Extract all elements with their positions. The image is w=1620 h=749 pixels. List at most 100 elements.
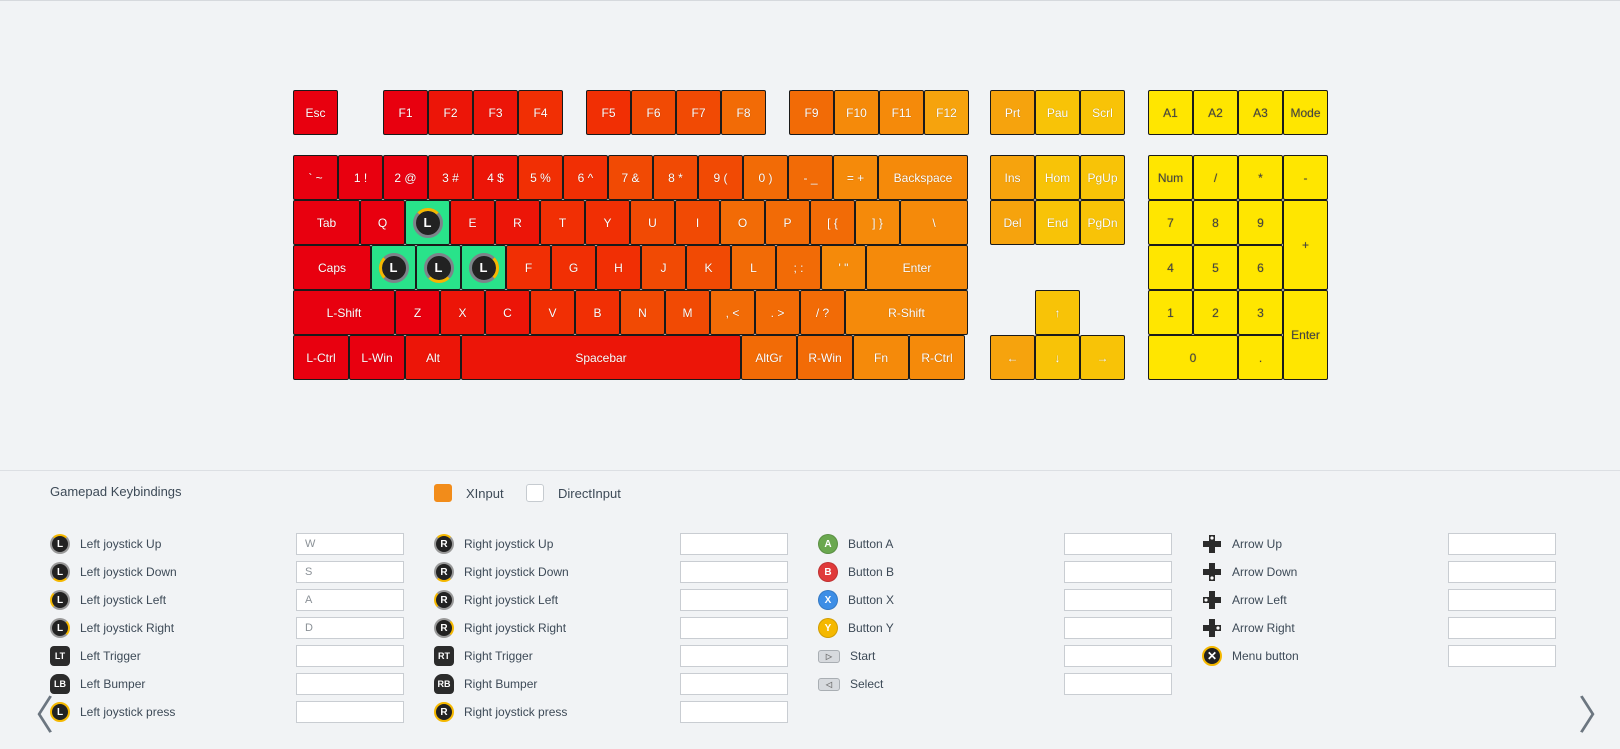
key-f1[interactable]: F1 bbox=[383, 90, 428, 135]
key-r[interactable]: R bbox=[495, 200, 540, 245]
key-pgup[interactable]: PgUp bbox=[1080, 155, 1125, 200]
key-pau[interactable]: Pau bbox=[1035, 90, 1080, 135]
key-ins[interactable]: Ins bbox=[990, 155, 1035, 200]
key-g[interactable]: G bbox=[551, 245, 596, 290]
key-m[interactable]: M bbox=[665, 290, 710, 335]
key-[interactable]: / bbox=[1193, 155, 1238, 200]
dpad-right-binding-field[interactable] bbox=[1448, 617, 1556, 639]
key-r-shift[interactable]: R-Shift bbox=[845, 290, 968, 335]
key-f10[interactable]: F10 bbox=[834, 90, 879, 135]
right-trigger-binding-field[interactable] bbox=[680, 645, 788, 667]
key-u[interactable]: U bbox=[630, 200, 675, 245]
key-f9[interactable]: F9 bbox=[789, 90, 834, 135]
key-3[interactable]: 3 bbox=[1238, 290, 1283, 335]
key-n[interactable]: N bbox=[620, 290, 665, 335]
key-[interactable]: . bbox=[1238, 335, 1283, 380]
key-f2[interactable]: F2 bbox=[428, 90, 473, 135]
key-5[interactable]: 5 % bbox=[518, 155, 563, 200]
button-y-binding-field[interactable] bbox=[1064, 617, 1172, 639]
key-[interactable]: ] } bbox=[855, 200, 900, 245]
key-[interactable]: - bbox=[1283, 155, 1328, 200]
key-5[interactable]: 5 bbox=[1193, 245, 1238, 290]
xinput-option[interactable]: XInput bbox=[434, 484, 504, 502]
start-binding-field[interactable] bbox=[1064, 645, 1172, 667]
key-a2[interactable]: A2 bbox=[1193, 90, 1238, 135]
key-[interactable]: / ? bbox=[800, 290, 845, 335]
select-binding-field[interactable] bbox=[1064, 673, 1172, 695]
key-9[interactable]: 9 ( bbox=[698, 155, 743, 200]
key-f11[interactable]: F11 bbox=[879, 90, 924, 135]
key-[interactable]: \ bbox=[900, 200, 968, 245]
key-f4[interactable]: F4 bbox=[518, 90, 563, 135]
key-[interactable]: ; : bbox=[776, 245, 821, 290]
key-hom[interactable]: Hom bbox=[1035, 155, 1080, 200]
key-[interactable]: [ { bbox=[810, 200, 855, 245]
right-stick-press-binding-field[interactable] bbox=[680, 701, 788, 723]
key-7[interactable]: 7 & bbox=[608, 155, 653, 200]
button-a-binding-field[interactable] bbox=[1064, 533, 1172, 555]
key-esc[interactable]: Esc bbox=[293, 90, 338, 135]
key-del[interactable]: Del bbox=[990, 200, 1035, 245]
key-b[interactable]: B bbox=[575, 290, 620, 335]
key-8[interactable]: 8 bbox=[1193, 200, 1238, 245]
key-l[interactable]: L bbox=[731, 245, 776, 290]
key-4[interactable]: 4 $ bbox=[473, 155, 518, 200]
directinput-option[interactable]: DirectInput bbox=[526, 484, 621, 502]
key-f5[interactable]: F5 bbox=[586, 90, 631, 135]
dpad-down-binding-field[interactable] bbox=[1448, 561, 1556, 583]
key-8[interactable]: 8 * bbox=[653, 155, 698, 200]
key-f[interactable]: F bbox=[506, 245, 551, 290]
key-j[interactable]: J bbox=[641, 245, 686, 290]
key-e[interactable]: E bbox=[450, 200, 495, 245]
key-l-win[interactable]: L-Win bbox=[349, 335, 405, 380]
key-[interactable]: + bbox=[1283, 200, 1328, 290]
key-6[interactable]: 6 ^ bbox=[563, 155, 608, 200]
key-o[interactable]: O bbox=[720, 200, 765, 245]
key-mode[interactable]: Mode bbox=[1283, 90, 1328, 135]
left-stick-up-binding-field[interactable]: W bbox=[296, 533, 404, 555]
key-pgdn[interactable]: PgDn bbox=[1080, 200, 1125, 245]
key-q[interactable]: Q bbox=[360, 200, 405, 245]
key-d-joystick-right[interactable]: L bbox=[461, 245, 506, 290]
key-v[interactable]: V bbox=[530, 290, 575, 335]
right-stick-right-binding-field[interactable] bbox=[680, 617, 788, 639]
next-page-button[interactable]: 〉 bbox=[1578, 693, 1618, 739]
key-f12[interactable]: F12 bbox=[924, 90, 969, 135]
key-altgr[interactable]: AltGr bbox=[741, 335, 797, 380]
key-1[interactable]: 1 ! bbox=[338, 155, 383, 200]
dpad-up-binding-field[interactable] bbox=[1448, 533, 1556, 555]
key-4[interactable]: 4 bbox=[1148, 245, 1193, 290]
key-num[interactable]: Num bbox=[1148, 155, 1193, 200]
key-9[interactable]: 9 bbox=[1238, 200, 1283, 245]
key-[interactable]: ` ~ bbox=[293, 155, 338, 200]
left-bumper-binding-field[interactable] bbox=[296, 673, 404, 695]
left-stick-down-binding-field[interactable]: S bbox=[296, 561, 404, 583]
key-[interactable]: , < bbox=[710, 290, 755, 335]
directinput-checkbox[interactable] bbox=[526, 484, 544, 502]
key-[interactable]: - _ bbox=[788, 155, 833, 200]
key-alt[interactable]: Alt bbox=[405, 335, 461, 380]
key-spacebar[interactable]: Spacebar bbox=[461, 335, 741, 380]
key-[interactable]: → bbox=[1080, 335, 1125, 380]
key-enter[interactable]: Enter bbox=[1283, 290, 1328, 380]
key-2[interactable]: 2 @ bbox=[383, 155, 428, 200]
key-[interactable]: = + bbox=[833, 155, 878, 200]
key-backspace[interactable]: Backspace bbox=[878, 155, 968, 200]
key-i[interactable]: I bbox=[675, 200, 720, 245]
key-f7[interactable]: F7 bbox=[676, 90, 721, 135]
button-b-binding-field[interactable] bbox=[1064, 561, 1172, 583]
key-[interactable]: ↑ bbox=[1035, 290, 1080, 335]
key-[interactable]: . > bbox=[755, 290, 800, 335]
key-0[interactable]: 0 ) bbox=[743, 155, 788, 200]
key-w-joystick-up[interactable]: L bbox=[405, 200, 450, 245]
dpad-left-binding-field[interactable] bbox=[1448, 589, 1556, 611]
key-prt[interactable]: Prt bbox=[990, 90, 1035, 135]
key-f8[interactable]: F8 bbox=[721, 90, 766, 135]
key-[interactable]: ← bbox=[990, 335, 1035, 380]
key-[interactable]: ' " bbox=[821, 245, 866, 290]
key-s-joystick-down[interactable]: L bbox=[416, 245, 461, 290]
key-c[interactable]: C bbox=[485, 290, 530, 335]
right-stick-up-binding-field[interactable] bbox=[680, 533, 788, 555]
key-k[interactable]: K bbox=[686, 245, 731, 290]
key-[interactable]: * bbox=[1238, 155, 1283, 200]
